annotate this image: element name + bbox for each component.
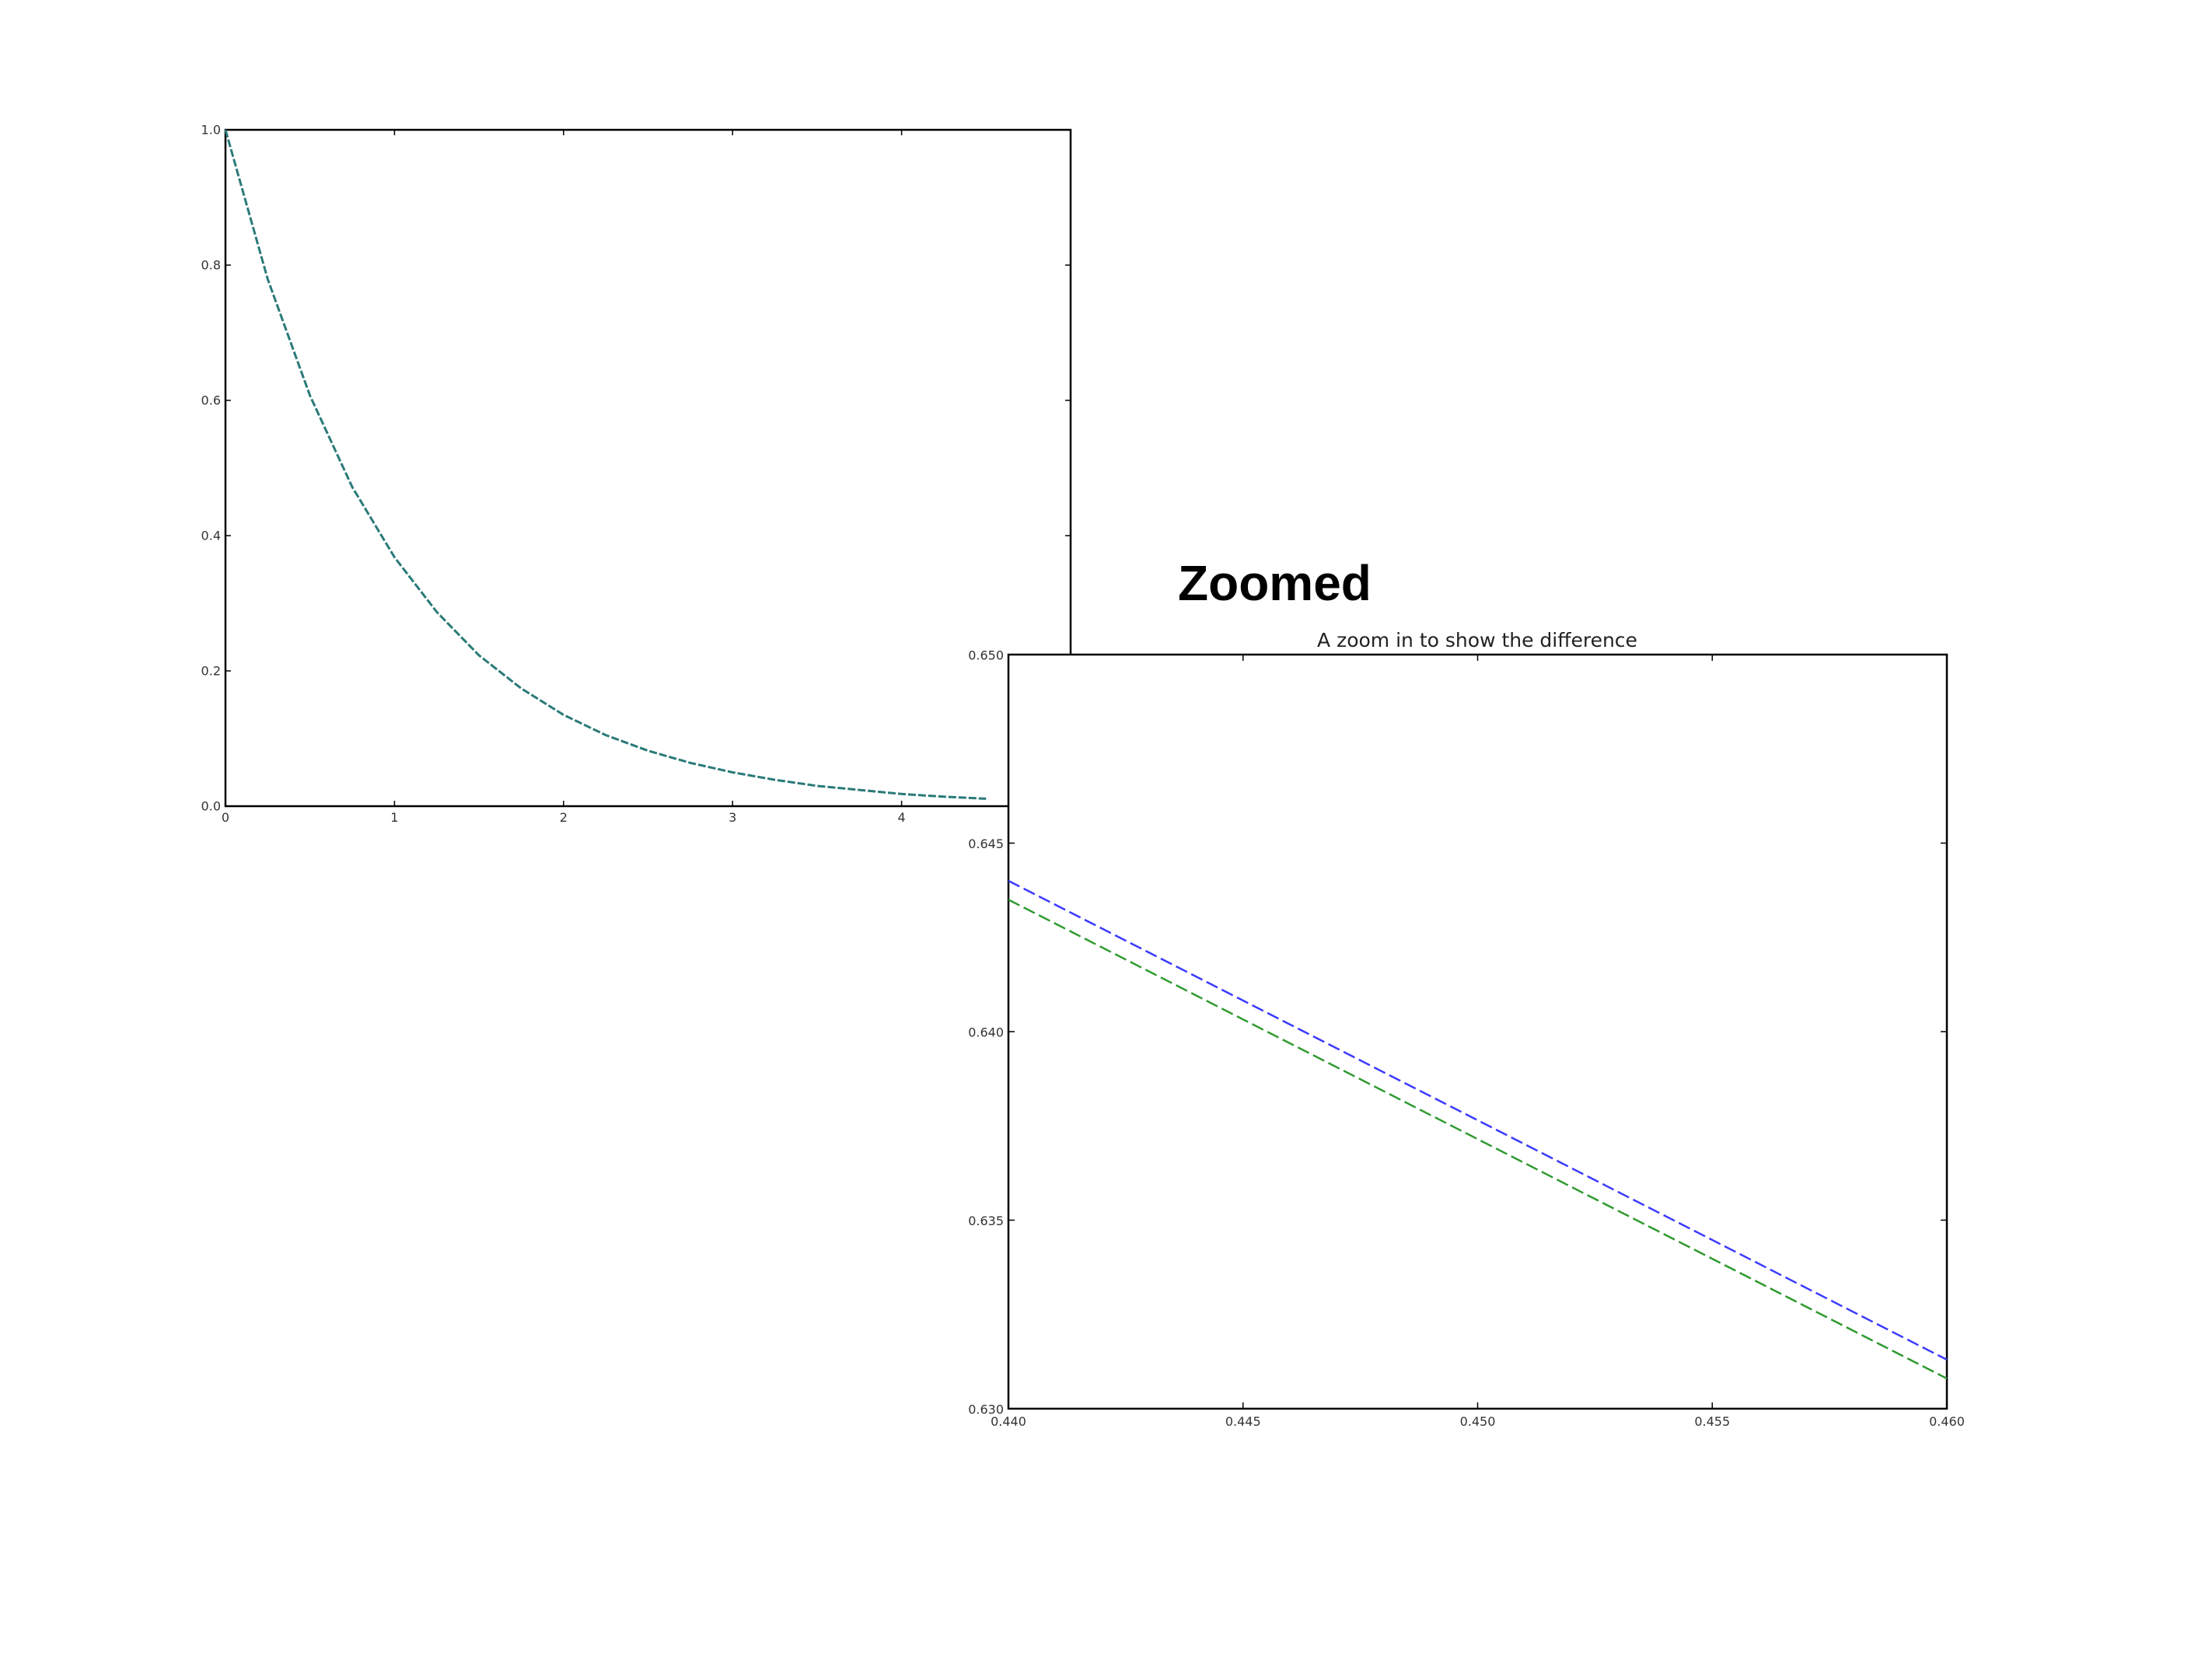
main-y-tick-label: 0.8 — [201, 258, 221, 273]
zoom-x-tick-label: 0.460 — [1929, 1414, 1965, 1429]
zoom-series-line-2 — [1008, 899, 1948, 1380]
zoom-plot-series — [1008, 879, 1948, 1380]
zoom-plot-title: A zoom in to show the difference — [1317, 629, 1637, 651]
main-y-tick-label: 0.4 — [201, 529, 221, 543]
zoom-plot: 0.440 0.445 0.450 0.455 0.460 0.630 0.635 0.640… — [968, 629, 1965, 1429]
main-series-line-1 — [224, 129, 987, 800]
main-plot-series — [224, 129, 987, 800]
main-y-tick-label: 0.6 — [201, 393, 221, 408]
main-y-tick-label: 1.0 — [201, 123, 221, 138]
zoom-y-tick-label: 0.650 — [968, 648, 1004, 662]
zoom-plot-frame — [1007, 653, 1948, 1410]
main-x-tick-label: 3 — [729, 810, 736, 825]
zoom-x-tick-label: 0.445 — [1225, 1414, 1261, 1429]
main-plot-ticks: 0 1 2 3 4 0.0 0.2 0.4 0.6 0.8 1.0 — [201, 123, 1071, 825]
zoom-y-tick-label: 0.630 — [968, 1402, 1004, 1416]
zoom-plot-ticks: 0.440 0.445 0.450 0.455 0.460 0.630 0.635 0.640… — [968, 648, 1965, 1429]
main-x-tick-label: 2 — [560, 810, 568, 825]
zoomed-overlay-label: Zoomed — [1178, 555, 1372, 611]
main-x-tick-label: 1 — [390, 810, 398, 825]
zoom-x-tick-label: 0.455 — [1694, 1414, 1730, 1429]
main-plot: 0 1 2 3 4 0.0 0.2 0.4 0.6 0.8 1.0 — [201, 123, 1072, 825]
zoom-y-tick-label: 0.645 — [968, 836, 1004, 851]
zoom-y-tick-label: 0.635 — [968, 1214, 1004, 1228]
zoom-x-tick-label: 0.450 — [1460, 1414, 1496, 1429]
zoom-series-line-1 — [1008, 879, 1948, 1361]
main-x-tick-label: 0 — [222, 810, 229, 825]
zoom-x-tick-label: 0.440 — [991, 1414, 1026, 1429]
zoom-y-tick-label: 0.640 — [968, 1025, 1004, 1039]
main-y-tick-label: 0.0 — [201, 799, 221, 814]
main-y-tick-label: 0.2 — [201, 664, 221, 679]
main-x-tick-label: 4 — [898, 810, 906, 825]
main-plot-frame — [224, 128, 1072, 808]
